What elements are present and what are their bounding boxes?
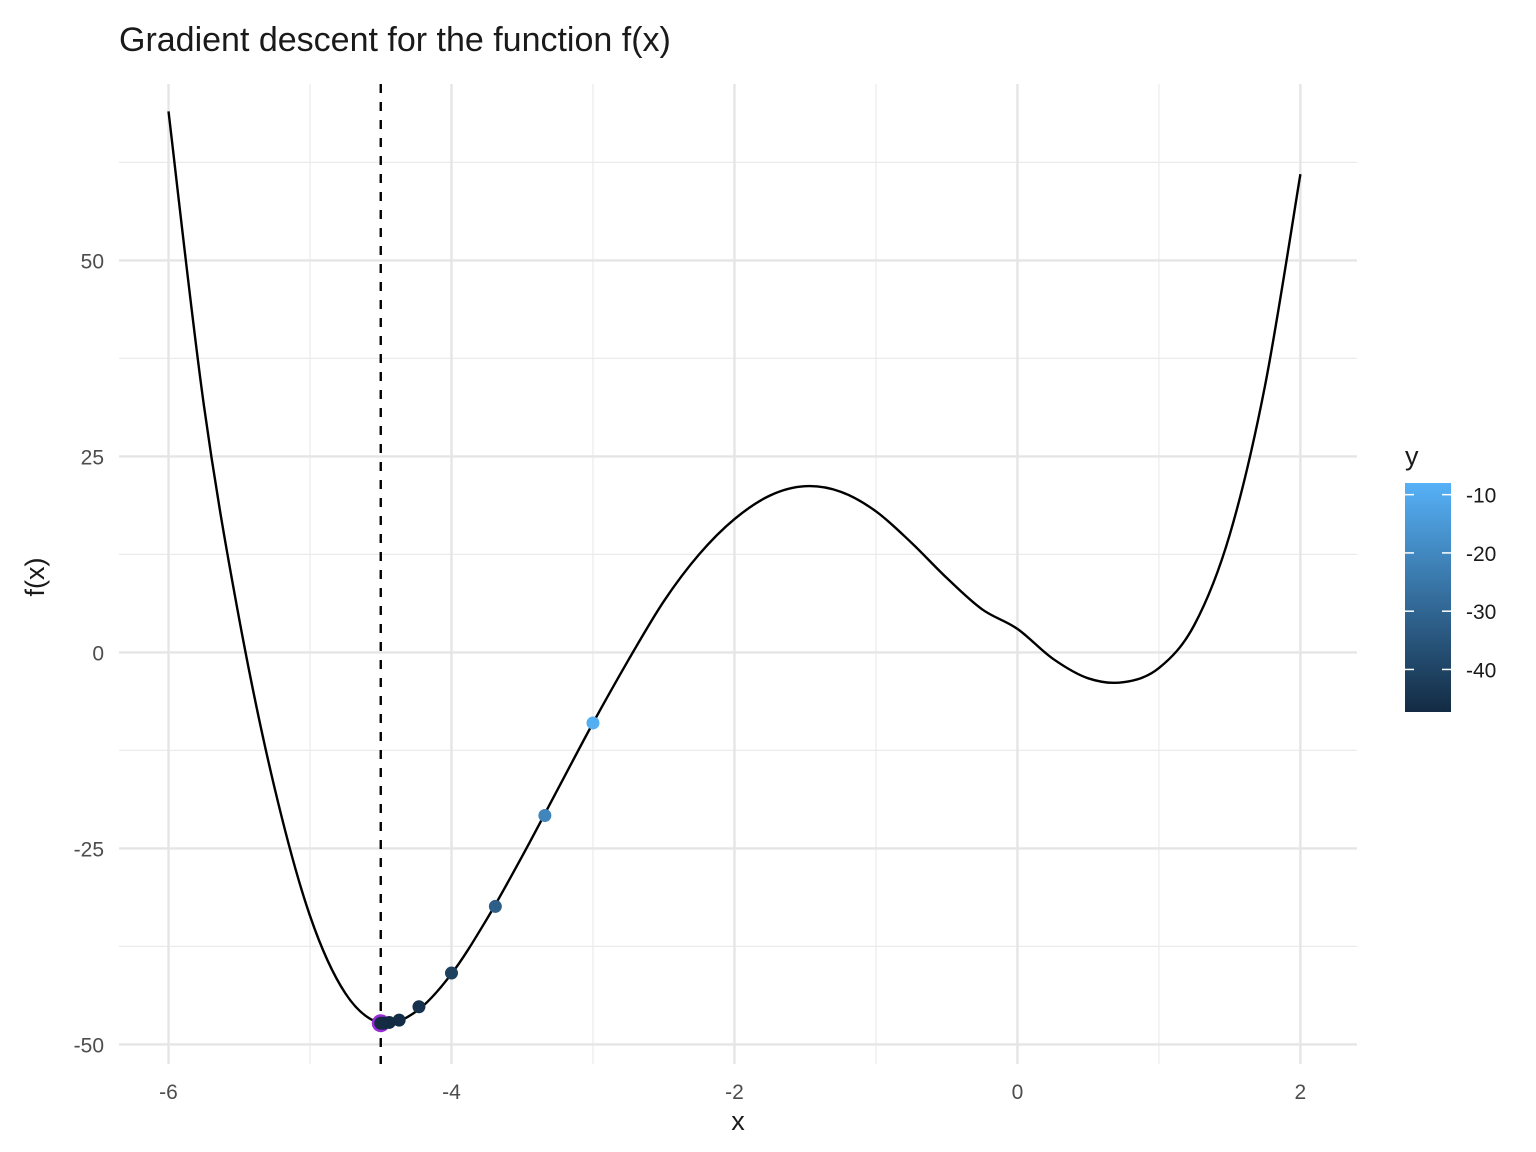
curve-layer	[167, 111, 1302, 1026]
descent-point	[444, 966, 458, 980]
x-tick-label: -6	[159, 1081, 178, 1104]
descent-point	[538, 808, 552, 822]
descent-point	[374, 1016, 388, 1030]
x-tick-label: 0	[1012, 1081, 1024, 1104]
descent-point	[392, 1013, 406, 1027]
chart-title: Gradient descent for the function f(x)	[119, 21, 671, 59]
x-tick-label: -4	[442, 1081, 461, 1104]
colorbar	[1405, 483, 1451, 712]
legend-title: y	[1405, 441, 1419, 471]
y-tick-label: -25	[74, 838, 104, 861]
function-curve	[167, 111, 1302, 1026]
x-tick-label: -2	[725, 1081, 744, 1104]
legend-ticks: -10 -20 -30 -40	[1405, 485, 1496, 682]
legend-tick-label: -30	[1466, 601, 1496, 624]
legend-tick-label: -20	[1466, 543, 1496, 566]
y-tick-label: 25	[81, 446, 104, 469]
legend-tick-label: -10	[1466, 485, 1496, 508]
descent-point	[412, 1000, 426, 1014]
x-axis-title: x	[731, 1106, 745, 1136]
y-axis-title: f(x)	[20, 558, 50, 597]
descent-point	[586, 716, 600, 730]
y-tick-labels: -50 -25 0 25 50	[74, 250, 104, 1057]
x-tick-labels: -6 -4 -2 0 2	[159, 1081, 1306, 1104]
x-tick-label: 2	[1295, 1081, 1307, 1104]
y-tick-label: 50	[81, 250, 104, 273]
grid-lines	[119, 84, 1357, 1064]
legend: y -10 -20 -30 -40	[1405, 441, 1496, 712]
legend-tick-label: -40	[1466, 659, 1496, 682]
y-tick-label: 0	[92, 642, 104, 665]
points-layer	[371, 716, 600, 1033]
y-tick-label: -50	[74, 1034, 104, 1057]
descent-point	[488, 899, 502, 913]
